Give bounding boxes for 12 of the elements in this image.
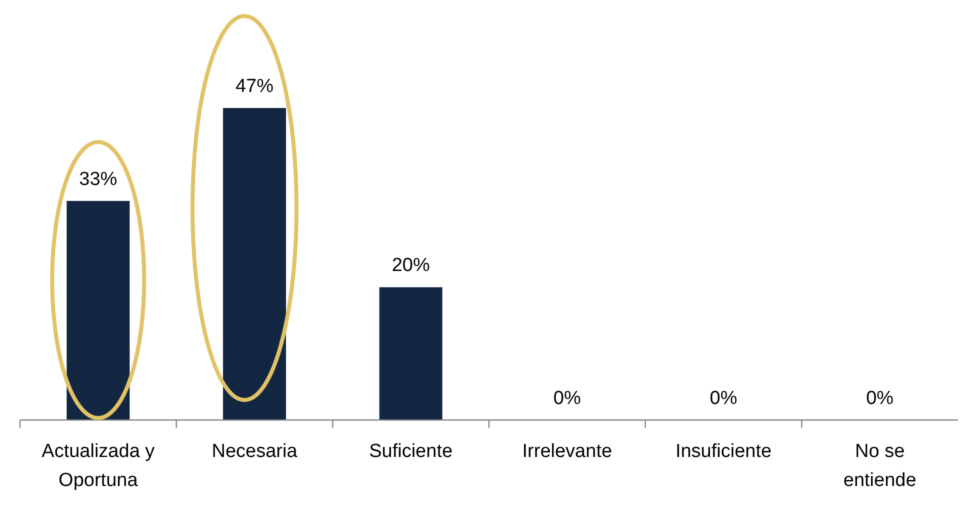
data-label: 33% [79,168,118,190]
data-label: 47% [235,76,274,97]
data-label: 0% [866,388,894,409]
x-tick-label: Irrelevante [522,441,612,462]
data-label: 0% [710,388,738,409]
data-label: 0% [553,388,581,409]
x-tick-label: Necesaria [212,441,298,462]
x-tick-label: Actualizada y Oportuna [42,441,156,491]
x-tick-label: Suficiente [369,441,453,462]
x-tick-label: Insuficiente [675,441,772,462]
data-label: 20% [392,255,430,276]
x-tick-label: No se entiende [843,441,916,491]
